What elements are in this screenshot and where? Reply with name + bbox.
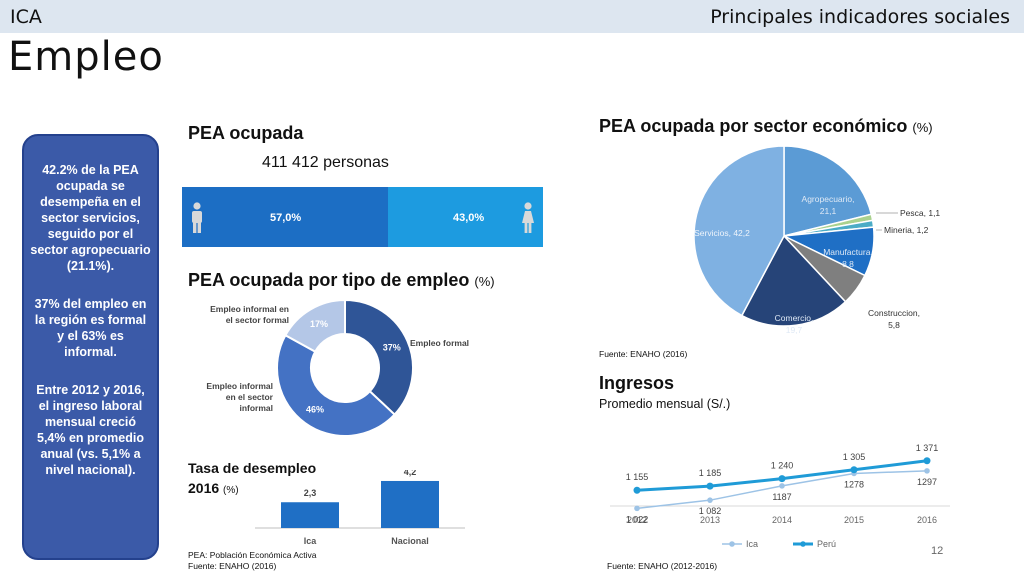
bar bbox=[281, 502, 339, 528]
donut-data-label: 46% bbox=[306, 404, 324, 414]
donut-slice bbox=[276, 333, 396, 437]
line-point bbox=[633, 486, 641, 494]
pie-slice bbox=[740, 234, 847, 327]
line-point bbox=[707, 497, 713, 503]
bar bbox=[381, 480, 439, 528]
sector-unit: (%) bbox=[912, 120, 933, 135]
line-tick-label: 2013 bbox=[700, 515, 720, 525]
pie-data-label: 19,7 bbox=[786, 325, 803, 335]
pie-slice bbox=[783, 145, 873, 237]
ingresos-title: Ingresos bbox=[599, 373, 675, 393]
sector-title-text: PEA ocupada por sector económico bbox=[599, 116, 908, 136]
line-tick-label: 2012 bbox=[627, 515, 647, 525]
tipo-empleo-title-text: PEA ocupada por tipo de empleo bbox=[188, 270, 470, 290]
pea-women-pct: 43,0% bbox=[453, 212, 485, 224]
line-data-label: 1297 bbox=[917, 477, 937, 487]
ingresos-source: Fuente: ENAHO (2012-2016) bbox=[607, 561, 718, 571]
pea-gender-bar: 57,0% 43,0% bbox=[182, 187, 543, 247]
donut-category-label: el sector formal bbox=[226, 315, 289, 325]
ingresos-line-chart: 2012 2013 2014 2015 2016 1 022 1 082 1187 1278 12… bbox=[610, 443, 950, 549]
tipo-empleo-donut-chart: 37% 46% 17% Empleo formal Empleo informalen … bbox=[206, 298, 469, 437]
pea-women-segment: 43,0% bbox=[388, 187, 543, 247]
line-data-label: 1 022 bbox=[626, 514, 649, 524]
line-tick-label: 2015 bbox=[844, 515, 864, 525]
line-data-label: 1 240 bbox=[771, 461, 794, 471]
line-point bbox=[706, 482, 714, 490]
pie-data-label: Pesca, 1,1 bbox=[900, 208, 940, 218]
desempleo-bar-chart: 2,3 Ica 4,2 Nacional bbox=[255, 470, 465, 546]
line-point bbox=[850, 466, 858, 474]
summary-text-income: Entre 2012 y 2016, el ingreso laboral me… bbox=[36, 383, 145, 477]
line-data-label: 1 185 bbox=[699, 468, 722, 478]
line-data-label: 1278 bbox=[844, 479, 864, 489]
legend-label: Perú bbox=[817, 539, 836, 549]
pie-slice bbox=[693, 145, 785, 317]
legend-marker bbox=[729, 541, 735, 547]
line-point bbox=[924, 468, 930, 474]
desempleo-title: Tasa de desempleo 2016 (%) bbox=[188, 458, 316, 501]
pie-data-label: Construccion, bbox=[868, 308, 920, 318]
pie-data-label: 5,8 bbox=[888, 320, 900, 330]
header-title: Principales indicadores sociales bbox=[710, 6, 1010, 28]
pea-men-pct: 57,0% bbox=[270, 212, 302, 224]
sector-source: Fuente: ENAHO (2016) bbox=[599, 349, 688, 359]
desempleo-source: Fuente: ENAHO (2016) bbox=[188, 561, 277, 571]
man-icon bbox=[192, 202, 202, 233]
summary-sidebar: 42.2% de la PEA ocupada se desempeña en … bbox=[22, 134, 159, 560]
donut-data-label: 37% bbox=[383, 343, 401, 353]
line-tick-label: 2016 bbox=[917, 515, 937, 525]
desempleo-unit: (%) bbox=[223, 485, 239, 496]
line-point bbox=[634, 505, 640, 512]
pie-data-label: 8,8 bbox=[842, 259, 854, 269]
legend-label: Ica bbox=[746, 539, 758, 549]
line-data-label: 1187 bbox=[772, 492, 791, 502]
donut-category-label: Empleo formal bbox=[410, 338, 469, 348]
pea-total: 411 412 personas bbox=[262, 154, 389, 171]
pie-data-label: Servicios, 42,2 bbox=[694, 228, 750, 238]
legend-marker bbox=[800, 541, 806, 547]
donut-category-label: informal bbox=[239, 403, 273, 413]
desempleo-title-line1: Tasa de desempleo bbox=[188, 460, 317, 476]
pie-data-label: Comercio, bbox=[775, 313, 814, 323]
pie-data-label: Mineria, 1,2 bbox=[884, 225, 929, 235]
sector-pie-chart: Agropecuario, 21,1 Pesca, 1,1 Mineria, 1,2 M… bbox=[693, 145, 940, 335]
line-data-label: 1 305 bbox=[843, 452, 866, 462]
pea-title: PEA ocupada bbox=[188, 123, 304, 143]
sector-title: PEA ocupada por sector económico (%) bbox=[599, 116, 933, 137]
desempleo-year: 2016 bbox=[188, 480, 220, 496]
line-point bbox=[779, 483, 785, 489]
summary-text-formal: 37% del empleo en la región es formal y … bbox=[34, 297, 147, 359]
bar-data-label: 4,2 bbox=[404, 470, 417, 477]
donut-slice bbox=[284, 298, 346, 353]
bar-data-label: 2,3 bbox=[304, 488, 317, 498]
line-data-label: 1 371 bbox=[916, 443, 939, 453]
line-data-label: 1 155 bbox=[626, 472, 649, 482]
donut-category-label: Empleo informal en bbox=[210, 304, 289, 314]
page-title: Empleo bbox=[8, 34, 164, 80]
tipo-empleo-title: PEA ocupada por tipo de empleo (%) bbox=[188, 270, 495, 291]
region-label: ICA bbox=[10, 6, 42, 28]
donut-category-label: Empleo informal bbox=[206, 381, 273, 391]
summary-text-sector: 42.2% de la PEA ocupada se desempeña en … bbox=[30, 163, 151, 273]
donut-data-label: 17% bbox=[310, 319, 328, 329]
bar-category-label: Nacional bbox=[391, 536, 429, 546]
header-bar bbox=[0, 0, 1024, 33]
woman-icon bbox=[522, 202, 534, 233]
line-data-label: 1 082 bbox=[699, 506, 722, 516]
pie-data-label: Agropecuario, bbox=[802, 194, 855, 204]
line-point bbox=[778, 475, 786, 483]
line-point bbox=[923, 457, 931, 465]
ingresos-subtitle: Promedio mensual (S/.) bbox=[599, 397, 731, 411]
tipo-empleo-unit: (%) bbox=[474, 274, 495, 289]
pie-data-label: 21,1 bbox=[820, 206, 837, 216]
desempleo-note: PEA: Población Económica Activa bbox=[188, 550, 317, 560]
donut-category-label: en el sector bbox=[226, 392, 274, 402]
pea-men-segment: 57,0% bbox=[182, 187, 388, 247]
line-tick-label: 2014 bbox=[772, 515, 792, 525]
bar-category-label: Ica bbox=[304, 536, 318, 546]
page-number: 12 bbox=[931, 545, 944, 557]
pie-data-label: Manufactura, bbox=[823, 247, 873, 257]
donut-slice bbox=[344, 298, 414, 416]
